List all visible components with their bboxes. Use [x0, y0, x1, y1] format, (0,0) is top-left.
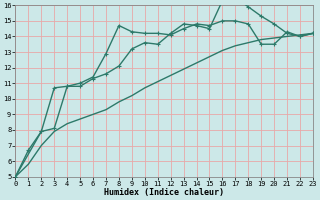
- X-axis label: Humidex (Indice chaleur): Humidex (Indice chaleur): [104, 188, 224, 197]
